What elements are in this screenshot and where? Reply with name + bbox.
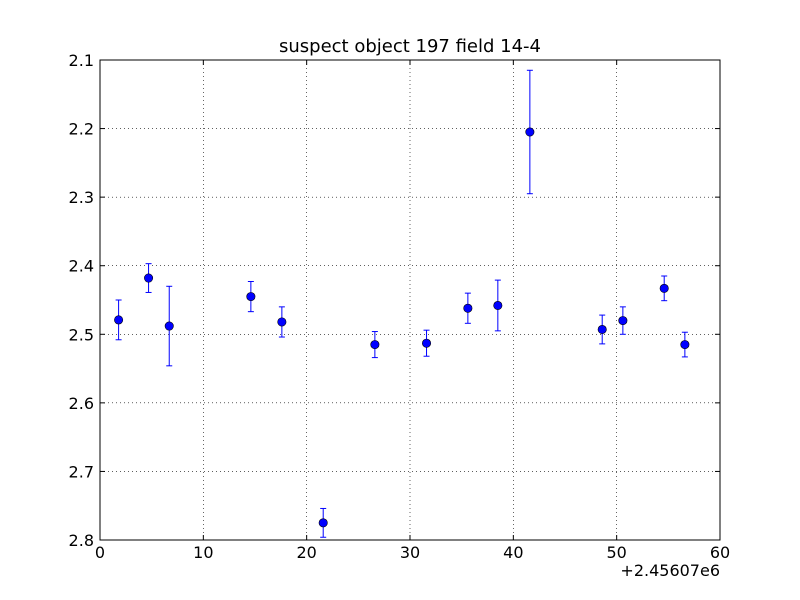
x-tick-label: 10	[193, 543, 213, 562]
data-point	[318, 518, 328, 528]
y-tick-label: 2.7	[69, 462, 94, 481]
y-tick-label: 2.4	[69, 257, 94, 276]
y-tick-label: 2.8	[69, 531, 94, 550]
data-point	[164, 321, 174, 331]
data-point	[277, 317, 287, 327]
data-point	[144, 273, 154, 283]
data-point	[659, 283, 669, 293]
data-point	[680, 340, 690, 350]
x-tick-label: 50	[606, 543, 626, 562]
x-tick-label: 40	[503, 543, 523, 562]
x-tick-label: 0	[95, 543, 105, 562]
data-point	[493, 300, 503, 310]
chart-title: suspect object 197 field 14-4	[279, 36, 541, 57]
data-point	[597, 324, 607, 334]
x-tick-label: 30	[400, 543, 420, 562]
data-point	[246, 292, 256, 302]
x-tick-label: 20	[296, 543, 316, 562]
y-tick-label: 2.2	[69, 120, 94, 139]
y-tick-label: 2.5	[69, 325, 94, 344]
y-tick-label: 2.3	[69, 188, 94, 207]
y-tick-label: 2.6	[69, 394, 94, 413]
data-points	[114, 127, 690, 528]
x-tick-label: 60	[710, 543, 730, 562]
axis-ticks: 0 10 20 30 40 50 60 2.1 2.2 2.3 2.4 2.5 2.6 2.7 2.8	[69, 51, 731, 562]
data-point	[618, 316, 628, 326]
data-point	[114, 315, 124, 325]
grid	[100, 60, 720, 540]
data-point	[525, 127, 535, 137]
data-point	[422, 338, 432, 348]
data-point	[370, 340, 380, 350]
data-point	[463, 303, 473, 313]
y-tick-label: 2.1	[69, 51, 94, 70]
x-offset-label: +2.45607e6	[620, 561, 720, 580]
